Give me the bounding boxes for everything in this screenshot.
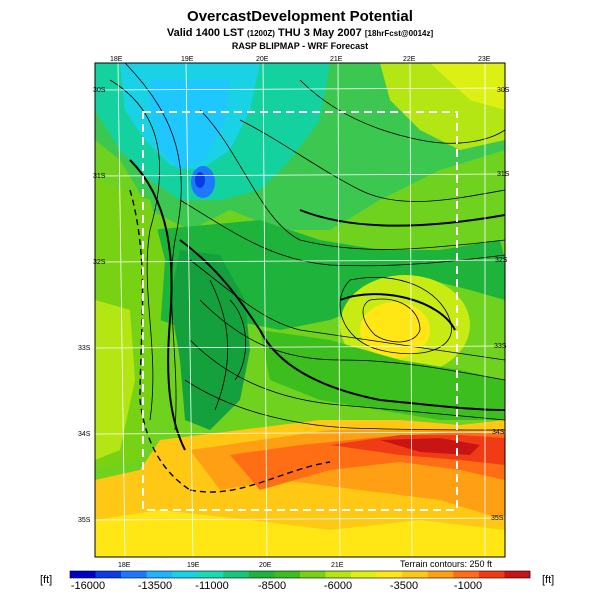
colorbar-swatch [146,571,173,578]
right-lat-labels: 30S 31S 32S 33S 34S 35S [491,87,510,522]
colorbar-unit-left: [ft] [40,574,53,586]
colorbar-frame [69,570,531,579]
left-lat-labels: 30S 31S 32S 33S 34S 35S [78,87,106,524]
colorbar-swatch [402,571,429,578]
lon-label: 21E [331,562,344,569]
colorbar-swatch [351,571,377,578]
lon-label: 18E [110,56,123,63]
colorbar-swatch [121,571,147,578]
utc-time: (1200Z) [246,29,275,38]
colorbar-swatch [325,571,352,578]
colorbar-label: -11000 [195,580,229,592]
lat-label: 31S [497,171,510,178]
forecast-run: [18hrFcst@0014z] [364,29,434,38]
colorbar-swatch [478,571,505,578]
color-field [95,63,505,557]
colorbar-label: -6000 [323,580,353,592]
map-subtitle: Valid 1400 LST (1200Z) THU 3 May 2007 [1… [0,27,600,39]
colorbar-swatch [274,571,301,578]
colorbar-swatch [300,571,326,578]
forecast-date: THU 3 May 2007 [278,27,362,39]
lon-label: 20E [259,562,272,569]
colorbar-label: -16000 [70,580,106,592]
colorbar-swatch [172,571,199,578]
lon-label: 19E [181,56,194,63]
colorbar-swatch [504,571,531,578]
lat-label: 33S [78,345,91,352]
colorbar-swatch [223,571,250,578]
colorbar-swatch [376,571,403,578]
lat-label: 30S [93,87,106,94]
terrain-contour-note: Terrain contours: 250 ft [400,559,493,569]
map-title: OvercastDevelopment Potential [187,8,413,25]
lat-label: 34S [492,429,505,436]
valid-time: Valid 1400 LST [166,27,244,39]
lon-label: 23E [478,56,491,63]
lat-label: 31S [93,173,106,180]
lat-label: 32S [93,259,106,266]
lat-label: 33S [494,343,507,350]
colorbar-swatch [95,571,122,578]
colorbar-swatch [248,571,275,578]
bottom-lon-labels: 18E 19E 20E 21E [118,562,344,569]
top-lon-labels: 18E 19E 20E 21E 22E 23E [110,56,491,63]
colorbar-unit-right: [ft] [542,574,555,586]
colorbar-swatch [197,571,224,578]
lon-label: 18E [118,562,131,569]
lon-label: 19E [187,562,200,569]
lat-label: 30S [497,87,510,94]
lat-label: 34S [78,431,91,438]
lon-label: 20E [256,56,269,63]
colorbar-label: -8500 [257,580,287,592]
lon-label: 21E [330,56,343,63]
colorbar [69,570,531,579]
colorbar-label: -1000 [453,580,483,592]
colorbar-swatch [70,571,96,578]
colorbar-label: -3500 [389,580,419,592]
colorbar-swatch [427,571,454,578]
colorbar-label: -13500 [137,580,173,592]
lat-label: 32S [495,257,508,264]
lat-label: 35S [491,515,504,522]
map-source: RASP BLIPMAP - WRF Forecast [231,41,369,51]
lat-label: 35S [78,517,91,524]
colorbar-swatch [453,571,480,578]
lon-label: 22E [403,56,416,63]
